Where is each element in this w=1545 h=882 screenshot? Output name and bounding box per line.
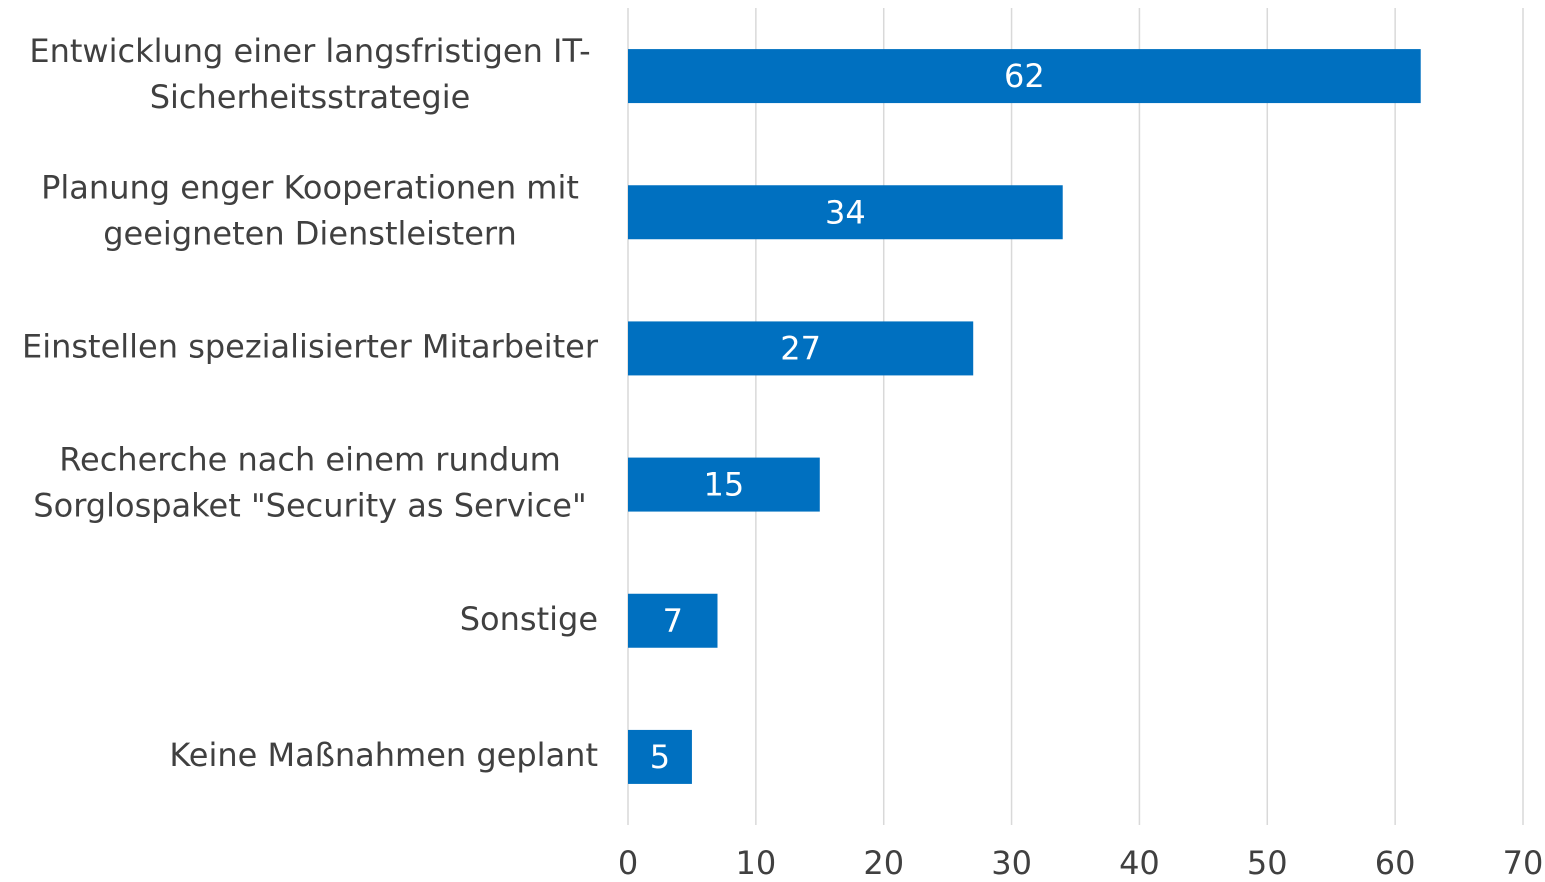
value-label: 27: [780, 329, 821, 367]
y-tick-label: Einstellen spezialisierter Mitarbeiter: [22, 327, 599, 365]
bar: [628, 321, 974, 376]
value-label: 5: [650, 738, 670, 776]
value-label: 15: [704, 466, 745, 504]
bar: [628, 49, 1421, 104]
y-tick-label: Entwicklung einer langsfristigen IT-Sich…: [29, 32, 590, 116]
value-label: 62: [1004, 57, 1045, 95]
x-tick-label: 50: [1247, 844, 1288, 882]
value-label: 7: [663, 602, 683, 640]
bar: [628, 457, 820, 512]
x-tick-label: 20: [863, 844, 904, 882]
x-tick-label: 30: [991, 844, 1032, 882]
x-tick-label: 70: [1503, 844, 1544, 882]
y-tick-label: Sonstige: [460, 600, 598, 638]
x-tick-label: 40: [1119, 844, 1160, 882]
x-tick-label: 0: [618, 844, 638, 882]
bar: [628, 593, 718, 648]
bar: [628, 185, 1063, 240]
y-tick-label: Recherche nach einem rundum Sorglospaket …: [33, 441, 586, 525]
y-tick-label: Planung enger Kooperationen mit geeignete…: [41, 168, 579, 252]
x-tick-label: 60: [1375, 844, 1416, 882]
x-tick-label: 10: [735, 844, 776, 882]
y-tick-label: Keine Maßnahmen geplant: [169, 736, 598, 774]
value-label: 34: [825, 193, 866, 231]
bar: [628, 729, 692, 784]
